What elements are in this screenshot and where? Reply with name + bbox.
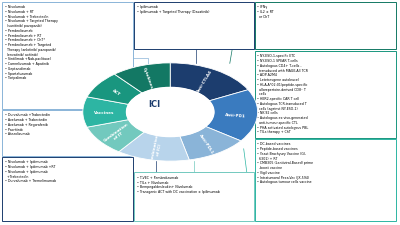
Text: • Nivolumab
• Nivolumab + RT
• Nivolumab + Trabectedin
• Nivolumab + Targeted Th: • Nivolumab • Nivolumab + RT • Nivolumab…: [4, 5, 58, 80]
Text: Cytokines: Cytokines: [142, 67, 154, 90]
FancyBboxPatch shape: [255, 51, 396, 138]
Text: Combination
of IT: Combination of IT: [103, 122, 132, 146]
FancyBboxPatch shape: [2, 110, 133, 156]
Text: Vaccines: Vaccines: [94, 110, 115, 115]
Text: • Durvalumab +Trabectedin
• Avelumab + Trabectedin
• Avelumab + Regorafenib
• Pa: • Durvalumab +Trabectedin • Avelumab + T…: [4, 113, 50, 136]
Text: Anti-CTLA4: Anti-CTLA4: [196, 69, 213, 93]
Circle shape: [126, 88, 214, 137]
Wedge shape: [180, 127, 241, 160]
Wedge shape: [87, 120, 144, 152]
FancyBboxPatch shape: [255, 2, 396, 50]
Text: • DC-based vaccines
• Peptide-based vaccines
• Yeast-Brachyury Vaccine (GI-
  63: • DC-based vaccines • Peptide-based vacc…: [257, 142, 313, 184]
Text: Anti-PD1: Anti-PD1: [225, 112, 246, 118]
Text: • Nivolumab + Ipilimumab
• Nivolumab + Ipilimumab +RT
• Nivolumab + Ipilimumab
 : • Nivolumab + Ipilimumab • Nivolumab + I…: [4, 160, 56, 182]
Text: ICI: ICI: [148, 99, 160, 108]
FancyBboxPatch shape: [2, 2, 133, 109]
Text: Anti-PDL1: Anti-PDL1: [198, 132, 214, 154]
Wedge shape: [114, 64, 170, 94]
FancyBboxPatch shape: [255, 139, 396, 221]
Wedge shape: [170, 64, 248, 101]
Text: • IFNγ
• IL2 ± RT
  or ChT: • IFNγ • IL2 ± RT or ChT: [257, 5, 274, 19]
FancyBboxPatch shape: [2, 157, 133, 221]
Text: • T-VEC + Pembrolizumab
• TILs + Nivolumab
• Bempegaldesleukin+ Nivolumab
• Tran: • T-VEC + Pembrolizumab • TILs + Nivolum…: [137, 175, 220, 193]
Text: Combination
of ICI: Combination of ICI: [150, 133, 164, 164]
Text: ACT: ACT: [111, 88, 121, 96]
Text: • NY-ESO-1-specific ETC
• NY-ESO-1 SPEAR T-cells
• Autologous CD4+ T-cells -
  t: • NY-ESO-1-specific ETC • NY-ESO-1 SPEAR…: [257, 54, 308, 134]
Wedge shape: [83, 97, 129, 128]
Wedge shape: [87, 75, 142, 105]
FancyBboxPatch shape: [134, 2, 254, 50]
Text: • Ipilimumab
• Ipilimumab + Targeted Therapy (Dasatinib): • Ipilimumab • Ipilimumab + Targeted The…: [137, 5, 209, 14]
FancyBboxPatch shape: [134, 173, 254, 221]
Wedge shape: [206, 90, 258, 141]
Wedge shape: [119, 132, 189, 161]
